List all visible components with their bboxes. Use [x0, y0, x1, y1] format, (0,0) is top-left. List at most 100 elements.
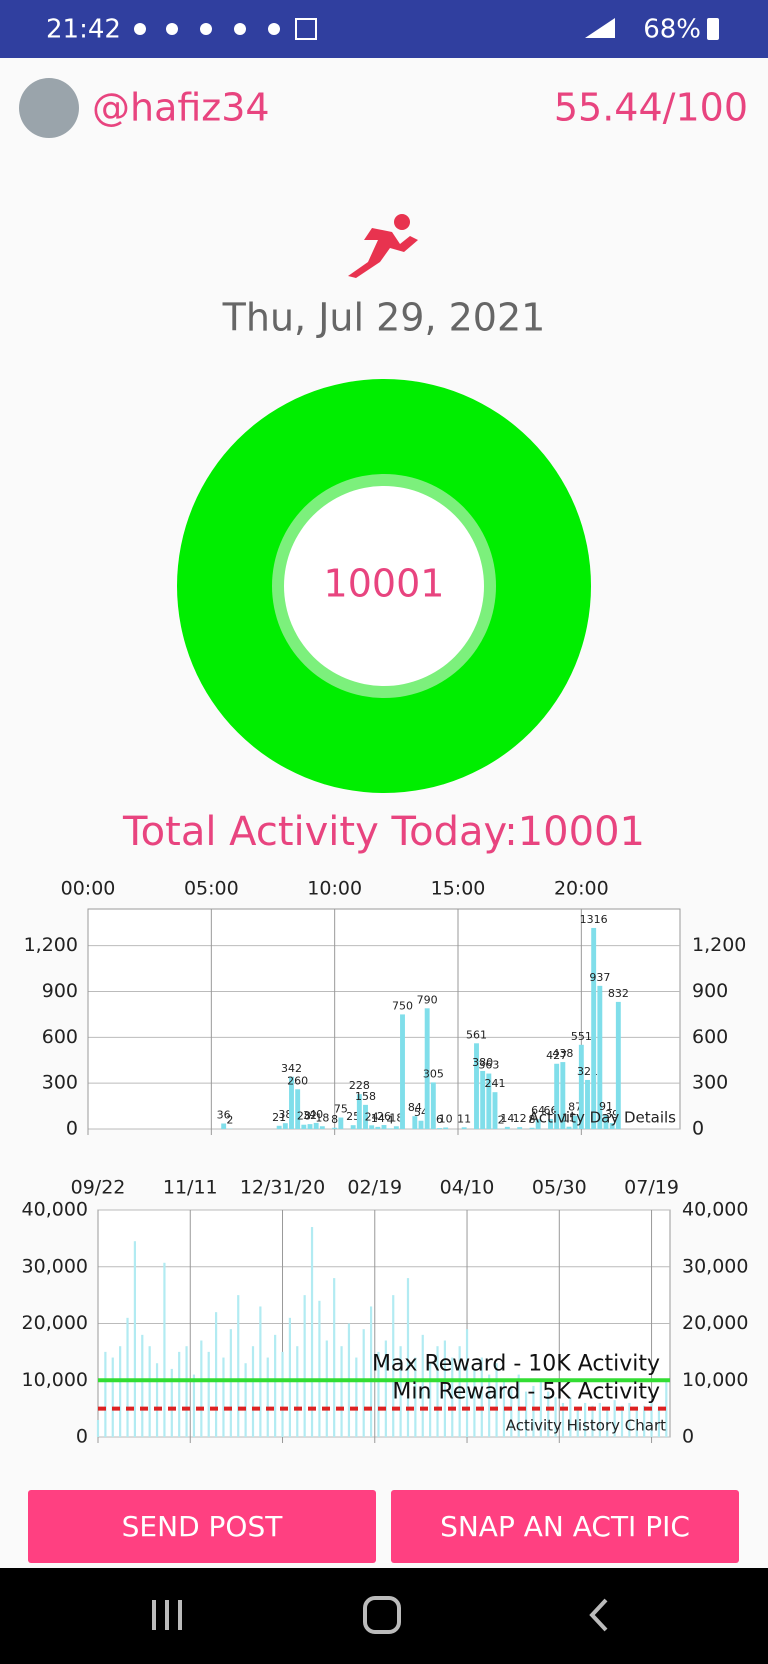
- data-label: 8: [331, 1113, 338, 1126]
- bar: [510, 1385, 513, 1437]
- bar: [436, 1346, 439, 1437]
- y2-tick-label: 1,200: [692, 934, 746, 956]
- bar: [369, 1125, 375, 1129]
- bar: [393, 1126, 399, 1129]
- data-label: 84: [408, 1101, 422, 1114]
- bar: [369, 1306, 373, 1437]
- bar: [244, 1363, 247, 1437]
- username: @hafiz34: [92, 86, 270, 130]
- bar: [548, 1118, 553, 1129]
- data-label: 54: [414, 1106, 428, 1119]
- y2-tick-label: 30,000: [682, 1255, 748, 1277]
- bar: [613, 1400, 616, 1437]
- ring-value: 10001: [324, 562, 445, 606]
- bar: [381, 1125, 387, 1129]
- bar: [561, 1402, 565, 1437]
- button-label[interactable]: SNAP AN ACTI PIC: [440, 1510, 690, 1543]
- bar: [598, 1402, 601, 1437]
- status-time: 21:42: [46, 15, 121, 45]
- bar: [421, 1334, 424, 1437]
- bar: [665, 1380, 668, 1437]
- button-label[interactable]: SEND POST: [122, 1510, 284, 1543]
- bar: [295, 1089, 301, 1129]
- button-bg[interactable]: [391, 1490, 739, 1563]
- bar: [517, 1127, 523, 1129]
- bar: [400, 1014, 405, 1129]
- data-label: 4: [387, 1113, 394, 1126]
- bar: [597, 985, 603, 1129]
- bar: [178, 1351, 181, 1437]
- y-tick-label: 900: [42, 980, 78, 1002]
- data-label: 228: [349, 1079, 370, 1092]
- bar: [576, 1408, 579, 1437]
- y2-tick-label: 20,000: [682, 1312, 748, 1334]
- bar: [399, 1346, 402, 1437]
- bar: [560, 1062, 566, 1129]
- bar: [412, 1116, 418, 1129]
- bar: [504, 1126, 510, 1129]
- data-label: 937: [589, 971, 610, 984]
- button-bg[interactable]: [28, 1490, 376, 1563]
- reference-label: Min Reward - 5K Activity: [392, 1380, 660, 1405]
- bar: [96, 1419, 100, 1437]
- bar: [643, 1405, 646, 1437]
- data-label: 561: [466, 1028, 487, 1041]
- bar: [350, 1125, 356, 1129]
- data-label: 32: [303, 1109, 317, 1122]
- bar: [480, 1357, 483, 1437]
- battery-text: 68%: [643, 15, 701, 45]
- bar: [222, 1357, 225, 1437]
- x-tick-label: 05:00: [184, 878, 239, 900]
- bar: [615, 1001, 621, 1129]
- bar: [488, 1374, 491, 1437]
- data-label: 26: [377, 1110, 391, 1123]
- bar: [307, 1124, 313, 1129]
- reference-label: Max Reward - 10K Activity: [372, 1351, 660, 1376]
- x-tick-label: 04/10: [440, 1177, 495, 1199]
- bar: [310, 1227, 314, 1437]
- x-tick-label: 02/19: [347, 1177, 402, 1199]
- bar: [111, 1357, 114, 1437]
- data-label: 39: [605, 1108, 619, 1121]
- data-label: 14: [371, 1112, 385, 1125]
- bar: [362, 1329, 365, 1437]
- bar: [355, 1357, 358, 1437]
- data-label: 36: [217, 1109, 231, 1122]
- x-tick-label: 07/19: [624, 1177, 679, 1199]
- data-label: 24: [365, 1110, 379, 1123]
- nav-recent[interactable]: [152, 1600, 182, 1630]
- bar: [603, 1115, 609, 1129]
- nav-back[interactable]: [589, 1598, 608, 1632]
- bar: [200, 1340, 203, 1437]
- bar: [185, 1346, 188, 1437]
- data-label: 18: [315, 1111, 329, 1124]
- bar: [591, 927, 597, 1129]
- snap-button[interactable]: SNAP AN ACTI PIC: [391, 1490, 739, 1563]
- bar: [495, 1363, 498, 1437]
- bar: [318, 1300, 321, 1437]
- bar: [554, 1397, 557, 1437]
- data-label: 40: [309, 1108, 323, 1121]
- data-label: 12: [513, 1112, 527, 1125]
- bar: [554, 1063, 560, 1129]
- y2-tick-label: 300: [692, 1072, 728, 1094]
- battery-icon: [707, 18, 719, 40]
- bar: [288, 1317, 291, 1437]
- y2-tick-label: 600: [692, 1026, 728, 1048]
- x-tick-label: 09/22: [71, 1177, 126, 1199]
- nav-home[interactable]: [363, 1596, 401, 1634]
- data-label: 64: [531, 1104, 545, 1117]
- bar: [289, 1076, 294, 1129]
- bar: [377, 1351, 380, 1437]
- bar: [578, 1044, 584, 1129]
- bar: [517, 1374, 520, 1437]
- bar: [266, 1357, 269, 1437]
- data-label: 305: [423, 1067, 444, 1080]
- send-post-button[interactable]: SEND POST: [28, 1490, 376, 1563]
- data-label: 66: [544, 1104, 558, 1117]
- x-tick-label: 11/11: [163, 1177, 218, 1199]
- y-tick-label: 0: [76, 1426, 88, 1448]
- bar: [443, 1127, 449, 1129]
- bar: [406, 1278, 410, 1437]
